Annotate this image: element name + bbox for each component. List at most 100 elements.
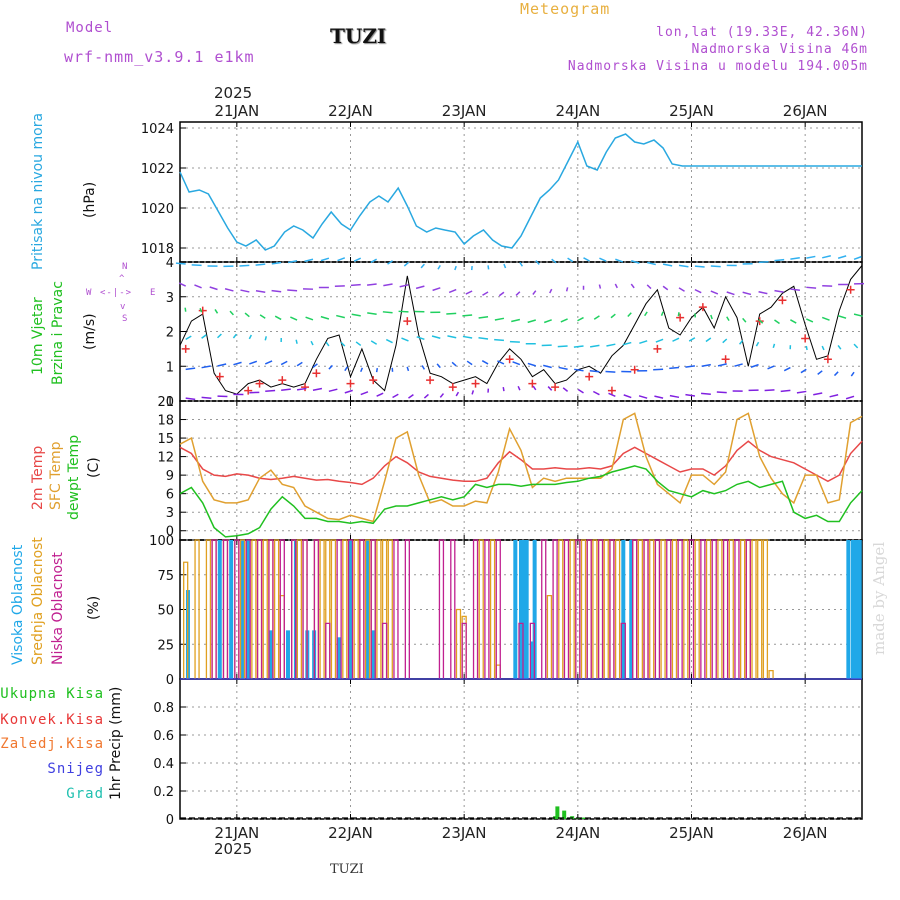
cloud-high-bar	[217, 540, 222, 679]
wind-gust-marker	[630, 365, 639, 374]
compass-cross-icon: <-|->	[100, 288, 133, 298]
cloud-mid-bar	[325, 539, 331, 679]
wind-arrow	[627, 312, 632, 318]
y-tick-label: 0.8	[153, 701, 174, 716]
wind-arrow	[547, 386, 553, 391]
cloud-low-bar	[711, 539, 717, 679]
wind-arrow	[337, 257, 346, 262]
wind-arrow	[646, 284, 652, 290]
wind-arrow	[774, 319, 780, 325]
wind-arrow	[638, 395, 648, 399]
wind-gust-marker	[244, 386, 253, 395]
footer-station: TUZI	[330, 862, 364, 877]
cloud-mid-bar	[381, 539, 388, 679]
cloud-low-bar	[336, 539, 342, 679]
wind-arrow	[606, 343, 616, 347]
cloud-low-bar	[381, 622, 388, 679]
wind-gust-marker	[585, 372, 594, 381]
x-tick-label-top: 21JAN	[214, 102, 259, 120]
wind-arrow	[662, 263, 673, 267]
wind-arrow	[685, 393, 696, 397]
wind-arrow	[344, 389, 353, 394]
wind-arrow	[280, 360, 288, 366]
wind-arrow	[623, 394, 632, 399]
y-tick-label: 3	[166, 506, 174, 521]
wind-arrow	[532, 385, 537, 391]
wind-arrow	[229, 310, 234, 316]
model-label: Model	[66, 20, 114, 36]
wind-arrow	[451, 361, 457, 367]
wind-arrow	[305, 316, 314, 321]
wind-arrow	[367, 312, 377, 315]
wind-arrow	[685, 365, 696, 368]
cloud-low-bar	[313, 539, 320, 679]
wind-arrow	[577, 316, 584, 322]
y-tick-label: 1024	[141, 122, 174, 137]
wind-arrow	[639, 340, 648, 345]
wind-arrow	[796, 390, 807, 394]
panel-frame	[179, 678, 863, 820]
y-tick-label: 15	[157, 432, 174, 447]
y-tick-label: 12	[157, 451, 174, 466]
cloud-mid-bar	[239, 539, 246, 679]
wind-arrow	[191, 264, 202, 267]
x-tick-label-bottom: 21JAN	[214, 824, 259, 842]
cloud-mid-bar	[273, 539, 280, 679]
cloud-mid-bar	[660, 539, 666, 679]
cloud-low-bar	[518, 622, 524, 679]
wind-arrow	[185, 367, 196, 371]
cloud-low-bar	[597, 539, 604, 679]
wind-arrow	[557, 345, 568, 348]
cloud-low-bar	[461, 622, 467, 679]
cloud-high-bar	[337, 637, 342, 679]
y-tick-label: 21	[157, 395, 174, 410]
wind-arrow	[598, 284, 602, 289]
cloud-low-bar	[609, 539, 615, 679]
cloud-mid-bar	[740, 539, 746, 679]
wind-arrow	[249, 360, 258, 365]
wind-arrow	[669, 366, 680, 370]
cloud-mid-bar	[768, 670, 774, 679]
cloud-mid-bar	[694, 539, 700, 679]
x-tick-label-top: 26JAN	[783, 102, 828, 120]
wind-arrow	[610, 313, 616, 319]
wind-arrow	[497, 360, 505, 365]
wind-arrow	[209, 286, 218, 291]
compass-w-label: W	[86, 288, 93, 298]
wind-arrow	[232, 333, 237, 339]
y-tick-label: 0	[166, 813, 174, 828]
cloud-mid-bar	[387, 539, 393, 679]
cloud-mid-bar	[558, 539, 564, 679]
wind-arrow	[420, 263, 425, 269]
wind-arrow	[264, 336, 268, 341]
wind-arrow	[328, 388, 338, 393]
wind-arrow	[194, 284, 202, 289]
wind-arrow	[669, 394, 680, 399]
cloud-low-bar	[222, 539, 229, 679]
wind-arrow	[644, 311, 648, 317]
wind-arrow	[758, 260, 769, 264]
wind-arrow	[366, 283, 377, 286]
cloud-mid-bar	[717, 539, 723, 679]
cloud-mid-bar	[194, 539, 200, 679]
cloud-high-bar	[850, 540, 855, 679]
precip-total-bar	[581, 817, 586, 819]
wind-arrow	[178, 282, 187, 287]
altitude-label: Nadmorska Visina 46m	[691, 42, 868, 57]
wind-arrow	[248, 334, 253, 340]
wind-arrow	[455, 391, 460, 397]
wind-arrow	[502, 387, 505, 392]
wind-arrow	[185, 397, 196, 401]
wind-arrow	[527, 319, 536, 324]
wind-arrow	[726, 316, 730, 322]
wind-arrow	[599, 257, 607, 262]
wind-arrow	[767, 365, 775, 370]
wind-arrow	[431, 335, 441, 339]
wind-arrow	[774, 258, 785, 262]
cloud-high-bar	[240, 540, 245, 679]
cloud-mid-bar	[614, 539, 621, 679]
y-tick-label: 18	[157, 414, 174, 429]
wind-arrow	[672, 337, 680, 342]
wind-arrow	[758, 318, 764, 324]
wind-gust-marker	[551, 383, 560, 392]
